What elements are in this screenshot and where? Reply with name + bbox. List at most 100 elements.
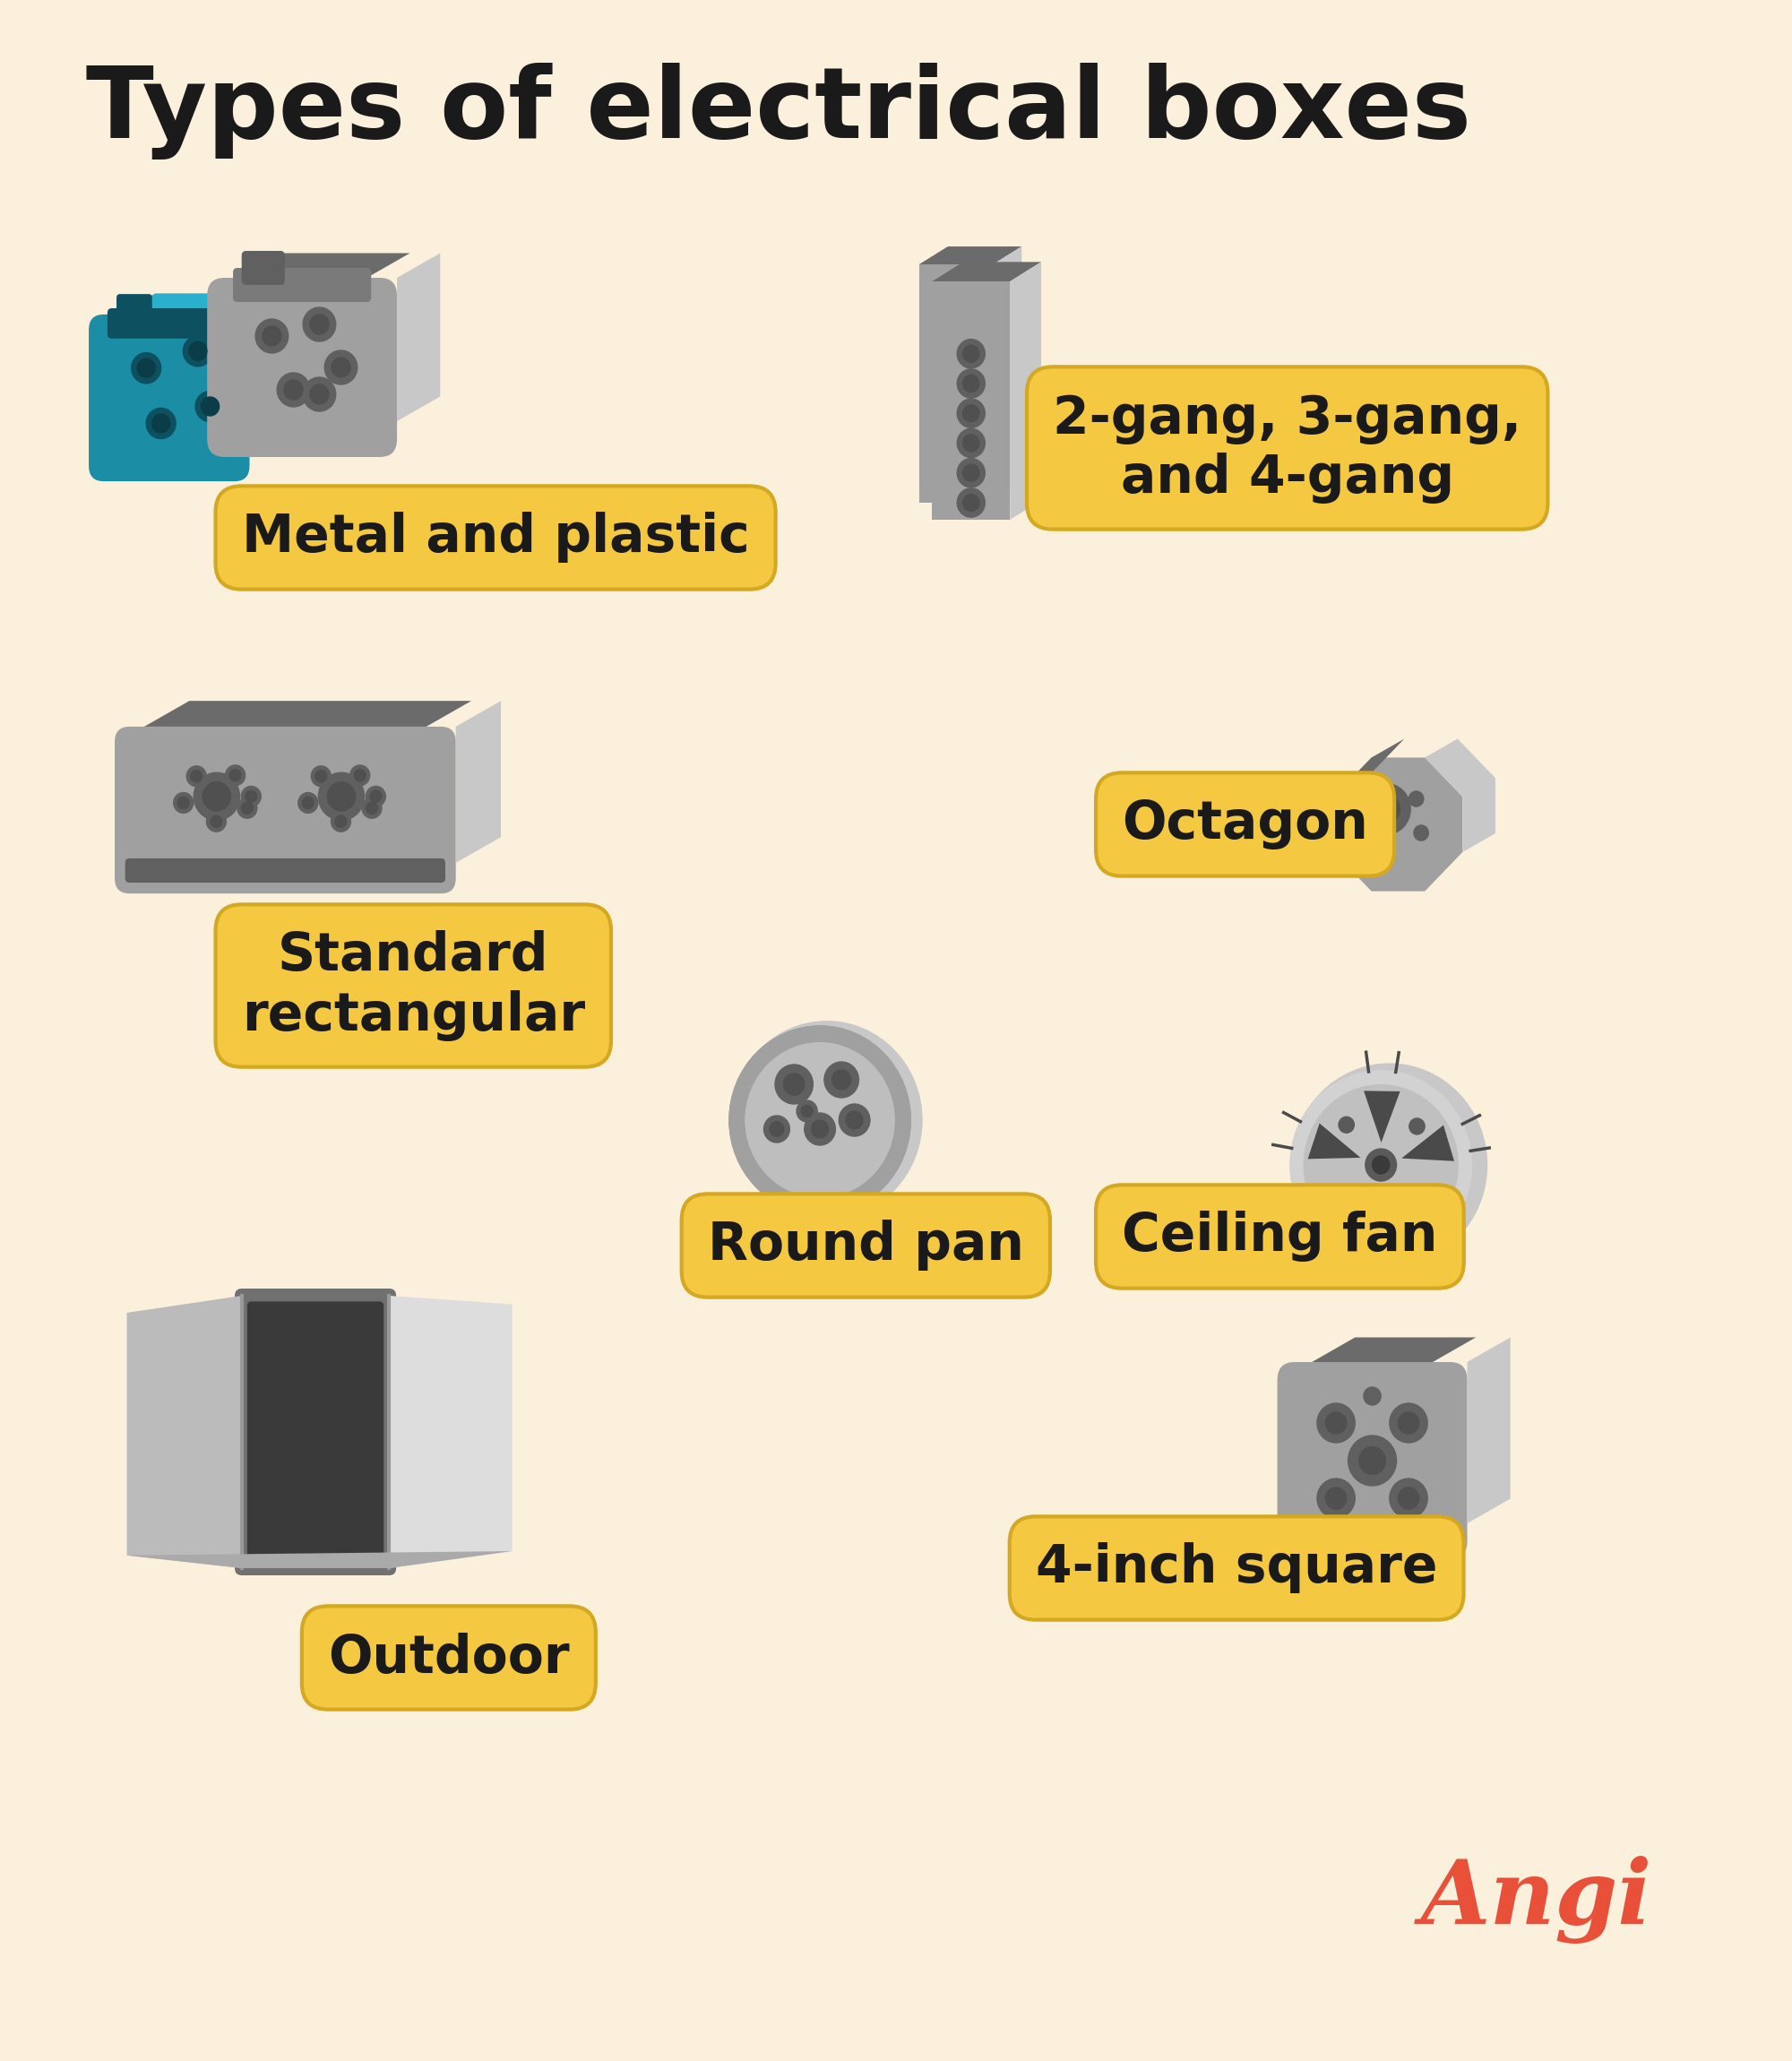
Circle shape: [1317, 1478, 1355, 1519]
Circle shape: [943, 472, 969, 501]
Circle shape: [839, 1105, 869, 1136]
Circle shape: [943, 322, 969, 350]
Circle shape: [745, 1043, 894, 1197]
Circle shape: [138, 359, 156, 377]
FancyBboxPatch shape: [208, 278, 398, 458]
Circle shape: [957, 369, 986, 398]
Polygon shape: [127, 1296, 242, 1568]
Circle shape: [186, 767, 206, 787]
Circle shape: [237, 798, 256, 818]
Circle shape: [1326, 1488, 1346, 1509]
Circle shape: [1358, 1447, 1385, 1474]
Circle shape: [957, 458, 986, 486]
Circle shape: [210, 816, 222, 826]
Circle shape: [1326, 1412, 1346, 1434]
Circle shape: [1398, 1412, 1419, 1434]
Circle shape: [332, 812, 351, 833]
Polygon shape: [143, 701, 471, 728]
Circle shape: [278, 373, 310, 406]
Circle shape: [745, 1043, 894, 1197]
Text: 2-gang, 3-gang,
and 4-gang: 2-gang, 3-gang, and 4-gang: [1054, 394, 1521, 503]
Ellipse shape: [731, 1022, 921, 1218]
Circle shape: [948, 328, 964, 344]
Polygon shape: [1333, 758, 1462, 890]
Circle shape: [957, 340, 986, 369]
FancyBboxPatch shape: [233, 268, 371, 303]
Circle shape: [177, 798, 190, 808]
Text: Octagon: Octagon: [1122, 800, 1367, 849]
Circle shape: [1373, 796, 1400, 824]
Circle shape: [943, 412, 969, 441]
FancyBboxPatch shape: [247, 1300, 383, 1562]
Circle shape: [310, 385, 328, 404]
Polygon shape: [389, 1296, 513, 1568]
Text: Outdoor: Outdoor: [328, 1632, 570, 1684]
Text: Standard
rectangular: Standard rectangular: [242, 932, 584, 1041]
Circle shape: [962, 464, 978, 482]
Circle shape: [729, 1026, 910, 1214]
Circle shape: [362, 798, 382, 818]
FancyBboxPatch shape: [242, 251, 285, 284]
Circle shape: [188, 342, 206, 361]
Circle shape: [831, 1070, 851, 1090]
Circle shape: [131, 352, 161, 383]
Circle shape: [1317, 1404, 1355, 1443]
Circle shape: [805, 1113, 835, 1146]
Polygon shape: [1364, 1090, 1400, 1142]
Polygon shape: [249, 293, 287, 451]
Circle shape: [195, 392, 226, 423]
Circle shape: [943, 352, 969, 381]
Circle shape: [948, 359, 964, 375]
Circle shape: [174, 793, 194, 812]
Text: Metal and plastic: Metal and plastic: [242, 511, 749, 563]
Circle shape: [812, 1121, 828, 1138]
Circle shape: [729, 1026, 910, 1214]
Circle shape: [246, 791, 256, 802]
Circle shape: [312, 767, 332, 787]
FancyBboxPatch shape: [115, 728, 455, 894]
Circle shape: [256, 319, 289, 352]
Circle shape: [1305, 1084, 1459, 1245]
Circle shape: [1364, 1517, 1382, 1533]
Polygon shape: [932, 282, 1011, 519]
Text: Ceiling fan: Ceiling fan: [1122, 1212, 1437, 1261]
Circle shape: [962, 346, 978, 363]
Text: 4-inch square: 4-inch square: [1036, 1542, 1437, 1593]
Circle shape: [303, 377, 335, 412]
Circle shape: [229, 769, 242, 781]
Circle shape: [1290, 1072, 1471, 1259]
Circle shape: [202, 781, 231, 810]
Polygon shape: [1308, 1123, 1360, 1158]
Polygon shape: [127, 1552, 513, 1568]
Text: Angi: Angi: [1421, 1855, 1652, 1944]
FancyBboxPatch shape: [90, 315, 249, 482]
Circle shape: [1389, 1404, 1428, 1443]
Circle shape: [1364, 1387, 1382, 1406]
Circle shape: [797, 1101, 817, 1121]
Polygon shape: [242, 254, 410, 278]
Circle shape: [962, 375, 978, 392]
Circle shape: [310, 315, 328, 334]
Circle shape: [1398, 1488, 1419, 1509]
Circle shape: [957, 400, 986, 429]
FancyBboxPatch shape: [1278, 1362, 1468, 1560]
Circle shape: [335, 816, 346, 826]
Circle shape: [328, 781, 355, 810]
Circle shape: [262, 326, 281, 346]
Circle shape: [297, 793, 317, 812]
Polygon shape: [1468, 1338, 1511, 1523]
Circle shape: [366, 785, 385, 806]
Circle shape: [201, 398, 219, 416]
Circle shape: [962, 435, 978, 451]
Circle shape: [801, 1105, 812, 1117]
Circle shape: [962, 495, 978, 511]
Circle shape: [355, 769, 366, 781]
Text: Round pan: Round pan: [708, 1220, 1023, 1272]
Polygon shape: [932, 262, 1041, 282]
Polygon shape: [1394, 1183, 1437, 1237]
Ellipse shape: [1292, 1063, 1487, 1265]
Circle shape: [957, 488, 986, 517]
Polygon shape: [1312, 1338, 1477, 1362]
Circle shape: [948, 478, 964, 495]
Polygon shape: [1333, 738, 1405, 798]
